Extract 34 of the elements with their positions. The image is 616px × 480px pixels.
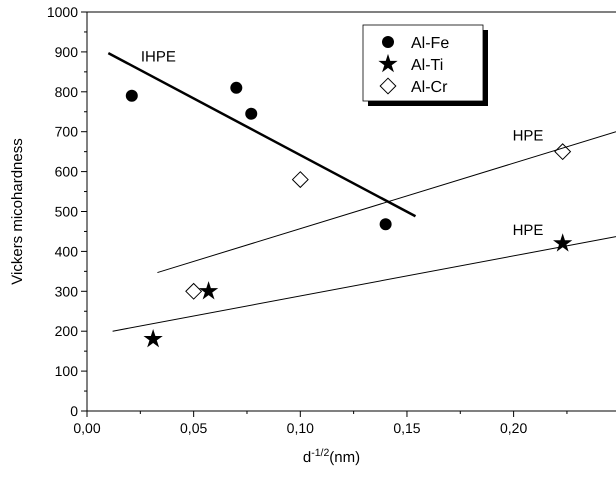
y-tick-label: 200 <box>54 323 78 340</box>
y-tick-label: 0 <box>70 403 78 419</box>
y-tick-label: 1000 <box>46 4 78 20</box>
annotation: IHPE <box>140 48 176 66</box>
point <box>380 218 392 230</box>
point <box>126 90 138 102</box>
legend-label: Al-Fe <box>411 35 450 52</box>
x-tick-label: 0,20 <box>500 420 528 436</box>
annotation: HPE <box>512 222 544 240</box>
point <box>245 108 258 120</box>
y-tick-label: 100 <box>54 363 78 380</box>
y-tick-label: 500 <box>54 204 78 220</box>
point <box>292 171 309 188</box>
x-tick-label: 0,15 <box>393 420 421 436</box>
x-tick-label: 0,10 <box>286 420 314 436</box>
point <box>143 329 163 348</box>
x-axis-title: d$^{-1/2}$(nm) <box>302 447 360 466</box>
y-tick-label: 900 <box>54 44 78 60</box>
y-tick-label: 400 <box>54 243 78 260</box>
y-axis-title: Vickers micohardness <box>9 138 26 285</box>
y-tick-label: 700 <box>54 124 78 140</box>
point <box>198 281 218 300</box>
annotation: HPE <box>512 128 544 145</box>
x-tick-label: 0,05 <box>180 420 208 436</box>
legend-label: Al-Ti <box>411 57 444 74</box>
point <box>185 283 202 300</box>
y-tick-label: 600 <box>54 164 78 180</box>
legend-label: Al-Cr <box>411 79 448 96</box>
x-tick-label: 0,00 <box>73 420 101 436</box>
y-tick-label: 800 <box>54 84 78 100</box>
point <box>553 233 572 252</box>
point <box>230 82 242 94</box>
point <box>554 143 571 160</box>
y-tick-label: 300 <box>54 283 78 300</box>
